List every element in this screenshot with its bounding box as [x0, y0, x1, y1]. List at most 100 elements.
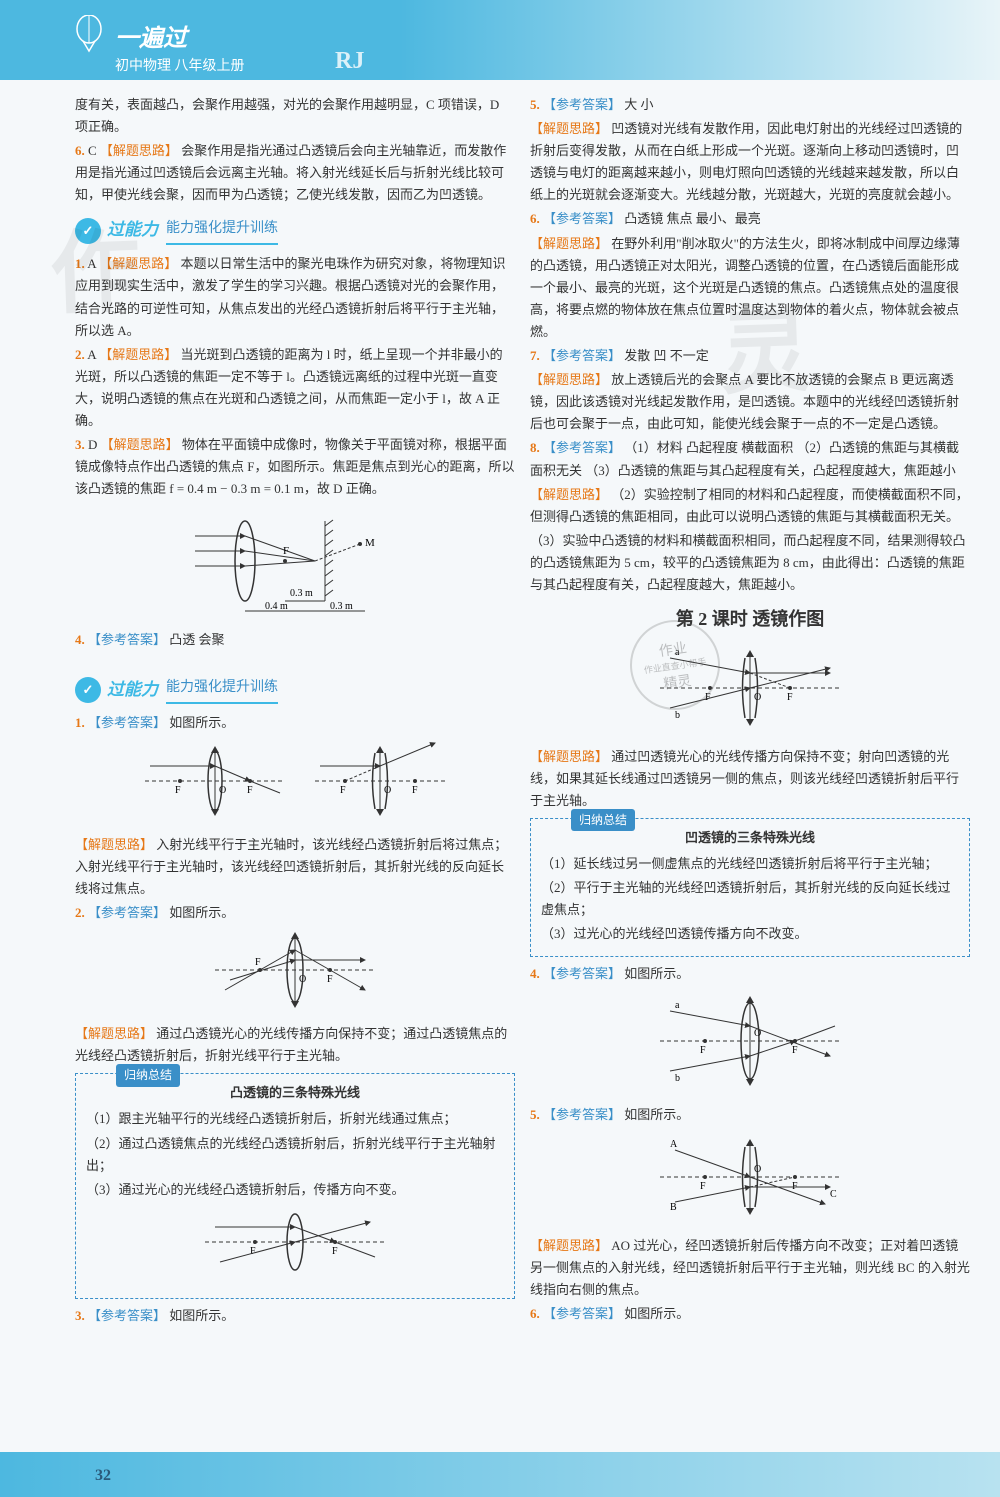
think-label: 【解题思路】 [530, 487, 608, 502]
q8-explanation: 【解题思路】 （2）实验控制了相同的材料和凸起程度，而使横截面积不同，但测得凸透… [530, 484, 970, 528]
figure-l2q1: F F O F F O [75, 741, 515, 828]
q-number: 8. [530, 440, 540, 455]
q7-explanation: 【解题思路】 放上透镜后光的会聚点 A 要比不放透镜的会聚点 B 更远离透镜，因… [530, 369, 970, 435]
figure-rq4: F F O a b [530, 991, 970, 1098]
question-6b: 6. 【参考答案】 凸透镜 焦点 最小、最亮 [530, 208, 970, 230]
svg-text:0.3 m: 0.3 m [290, 588, 313, 599]
ref-answer-label: 【参考答案】 [88, 1308, 166, 1323]
answer: C [88, 143, 97, 158]
think-label: 【解题思路】 [99, 256, 177, 271]
question-4: 4. 【参考答案】 凸透 会聚 [75, 629, 515, 651]
q-number: 6. [530, 211, 540, 226]
answer: 大 小 [624, 97, 653, 112]
svg-text:0.3 m: 0.3 m [330, 601, 353, 612]
svg-text:F: F [175, 785, 181, 796]
svg-text:O: O [754, 692, 761, 703]
svg-text:O: O [754, 1164, 761, 1175]
book-subtitle: 初中物理 八年级上册 [115, 55, 245, 75]
question-3: 3. D 【解题思路】 物体在平面镜中成像时，物像关于平面镜对称，根据平面镜成像… [75, 434, 515, 500]
svg-text:O: O [219, 785, 226, 796]
section-subtitle: 能力强化提升训练 [166, 217, 278, 245]
continuation-text: 度有关，表面越凸，会聚作用越强，对光的会聚作用越明显，C 项错误，D 项正确。 [75, 94, 515, 138]
ref-answer-label: 【参考答案】 [543, 1107, 621, 1122]
right-q4: 4. 【参考答案】 如图所示。 [530, 963, 970, 985]
q5-explanation: 【解题思路】 凹透镜对光线有发散作用，因此电灯射出的光线经过凹透镜的折射后变得发… [530, 118, 970, 206]
ref-answer-label: 【参考答案】 [88, 905, 166, 920]
ref-answer-label: 【参考答案】 [543, 966, 621, 981]
series-title: 一遍过 [115, 18, 187, 53]
answer: 如图所示。 [169, 905, 234, 920]
answer: 如图所示。 [624, 1306, 689, 1321]
q-number: 4. [75, 632, 85, 647]
think-label: 【解题思路】 [99, 347, 177, 362]
ref-answer-label: 【参考答案】 [543, 440, 621, 455]
ref-answer-label: 【参考答案】 [543, 1306, 621, 1321]
svg-text:O: O [384, 785, 391, 796]
ref-answer-label: 【参考答案】 [543, 211, 621, 226]
q-number: 6. [530, 1306, 540, 1321]
q-number: 1. [75, 715, 85, 730]
section-title: 过能力 [107, 216, 158, 245]
answer: 如图所示。 [169, 1308, 234, 1323]
right-column: 5. 【参考答案】 大 小 【解题思路】 凹透镜对光线有发散作用，因此电灯射出的… [530, 92, 970, 1329]
answer: 如图所示。 [624, 1107, 689, 1122]
think-label: 【解题思路】 [100, 143, 178, 158]
check-icon: ✓ [75, 218, 101, 244]
figure-l2q2: F F O [75, 930, 515, 1017]
q8-explanation-3: （3）实验中凸透镜的材料和横截面积相同，而凸起程度不同，结果测得较凸的凸透镜焦距… [530, 530, 970, 596]
l2q2-explanation: 【解题思路】 通过凸透镜光心的光线传播方向保持不变；通过凸透镜焦点的光线经凸透镜… [75, 1023, 515, 1067]
page-number: 32 [95, 1467, 111, 1485]
summary-rule: （2）平行于主光轴的光线经凹透镜折射后，其折射光线的反向延长线过虚焦点； [541, 877, 959, 921]
svg-text:C: C [830, 1189, 837, 1200]
answer: D [88, 437, 97, 452]
section-title: 过能力 [107, 676, 158, 705]
page-content: 度有关，表面越凸，会聚作用越强，对光的会聚作用越明显，C 项错误，D 项正确。 … [0, 80, 1000, 1349]
summary-concave: 归纳总结 凹透镜的三条特殊光线 （1）延长线过另一侧虚焦点的光线经凹透镜折射后将… [530, 818, 970, 956]
summary-rule: （2）通过凸透镜焦点的光线经凸透镜折射后，折射光线平行于主光轴射出； [86, 1133, 504, 1177]
q-number: 2. [75, 905, 85, 920]
q-number: 6. [75, 143, 85, 158]
svg-text:F: F [412, 785, 418, 796]
page-header: 一遍过 初中物理 八年级上册 RJ [0, 0, 1000, 80]
stamp-line: 精灵 [662, 669, 693, 693]
q-number: 3. [75, 1308, 85, 1323]
svg-text:F: F [340, 785, 346, 796]
question-5: 5. 【参考答案】 大 小 [530, 94, 970, 116]
left-column: 度有关，表面越凸，会聚作用越强，对光的会聚作用越明显，C 项错误，D 项正确。 … [75, 92, 515, 1329]
summary-convex: 归纳总结 凸透镜的三条特殊光线 （1）跟主光轴平行的光线经凸透镜折射后，折射光线… [75, 1073, 515, 1299]
q6b-explanation: 【解题思路】 在野外利用"削冰取火"的方法生火，即将冰制成中间厚边缘薄的凸透镜，… [530, 233, 970, 343]
right-q6: 6. 【参考答案】 如图所示。 [530, 1303, 970, 1325]
q-number: 3. [75, 437, 85, 452]
think-label: 【解题思路】 [530, 121, 608, 136]
svg-text:O: O [299, 974, 306, 985]
lesson2-q2: 2. 【参考答案】 如图所示。 [75, 902, 515, 924]
ref-answer-label: 【参考答案】 [88, 715, 166, 730]
check-icon: ✓ [75, 677, 101, 703]
answer: 如图所示。 [169, 715, 234, 730]
question-7: 7. 【参考答案】 发散 凹 不一定 [530, 345, 970, 367]
summary-rule: （3）过光心的光线经凹透镜传播方向不改变。 [541, 923, 959, 945]
svg-text:F: F [792, 1045, 798, 1056]
summary-rule: （3）通过光心的光线经凸透镜折射后，传播方向不变。 [86, 1179, 504, 1201]
section-subtitle: 能力强化提升训练 [166, 676, 278, 704]
q-number: 7. [530, 348, 540, 363]
svg-text:F: F [700, 1181, 706, 1192]
svg-text:F: F [327, 974, 333, 985]
summary-rule: （1）延长线过另一侧虚焦点的光线经凹透镜折射后将平行于主光轴； [541, 853, 959, 875]
page-footer: 32 [0, 1452, 1000, 1497]
svg-text:F: F [332, 1246, 338, 1257]
figure-concave-1: F F O a b [530, 643, 970, 740]
think-label: 【解题思路】 [530, 749, 608, 764]
question-6: 6. C 【解题思路】 会聚作用是指光通过凸透镜后会向主光轴靠近，而发散作用是指… [75, 140, 515, 206]
think-label: 【解题思路】 [530, 236, 608, 251]
svg-text:b: b [675, 1073, 680, 1084]
think-label: 【解题思路】 [75, 837, 153, 852]
answer: 凸透镜 焦点 最小、最亮 [624, 211, 761, 226]
answer: 如图所示。 [624, 966, 689, 981]
q-number: 5. [530, 97, 540, 112]
svg-text:0.4 m: 0.4 m [265, 601, 288, 612]
svg-text:b: b [675, 710, 680, 721]
section-header-2: ✓ 过能力 能力强化提升训练 [75, 676, 515, 705]
ref-answer-label: 【参考答案】 [88, 632, 166, 647]
lesson2-q3: 3. 【参考答案】 如图所示。 [75, 1305, 515, 1327]
